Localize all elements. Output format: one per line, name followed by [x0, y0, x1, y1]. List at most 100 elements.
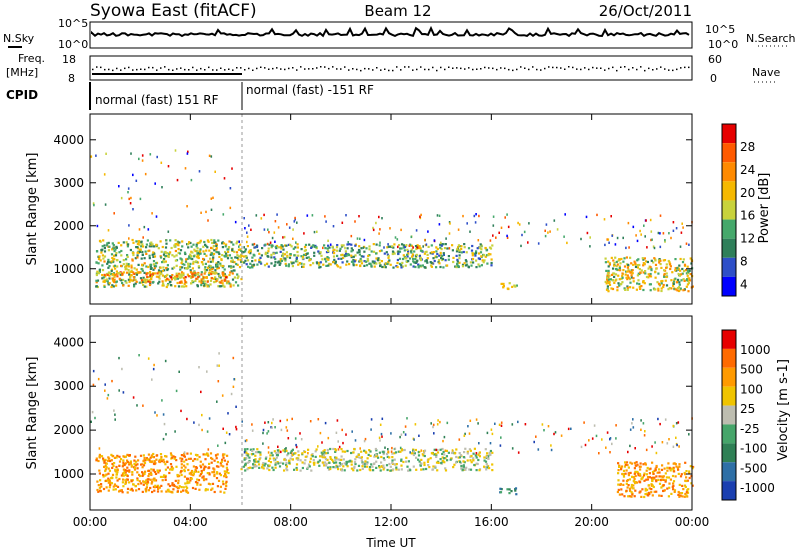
heatmap-cell	[302, 253, 306, 256]
colorbar-swatch	[722, 238, 736, 258]
heatmap-cell	[404, 264, 407, 267]
heatmap-cell	[689, 273, 692, 276]
heatmap-cell	[657, 282, 661, 285]
heatmap-cell	[341, 253, 344, 256]
heatmap-cell	[491, 244, 494, 247]
nave-dot	[336, 68, 338, 70]
heatmap-cell	[473, 214, 476, 218]
heatmap-cell	[217, 465, 220, 468]
heatmap-cell	[112, 273, 115, 276]
heatmap-cell	[298, 262, 301, 265]
heatmap-cell	[161, 274, 164, 277]
heatmap-cell	[143, 285, 146, 288]
heatmap-cell	[268, 464, 271, 467]
heatmap-cell	[118, 455, 121, 458]
heatmap-cell	[432, 465, 435, 468]
heatmap-cell	[687, 290, 690, 293]
heatmap-cell	[669, 263, 672, 266]
heatmap-cell	[159, 475, 163, 478]
heatmap-cell	[166, 254, 169, 258]
heatmap-cell	[133, 285, 136, 288]
heatmap-cell	[189, 479, 192, 482]
heatmap-cell	[141, 269, 144, 272]
heatmap-cell	[252, 448, 255, 451]
heatmap-cell	[170, 465, 173, 468]
nave-dot	[584, 67, 586, 69]
heatmap-cell	[187, 264, 190, 267]
heatmap-cell	[258, 252, 261, 255]
nave-dot	[136, 68, 138, 71]
heatmap-cell	[422, 454, 425, 457]
heatmap-cell	[155, 262, 158, 265]
heatmap-cell	[194, 470, 197, 473]
heatmap-cell	[677, 278, 680, 281]
heatmap-cell	[208, 264, 211, 267]
heatmap-cell	[245, 439, 248, 442]
heatmap-cell	[248, 224, 250, 227]
heatmap-cell	[665, 284, 669, 287]
heatmap-cell	[368, 466, 372, 469]
heatmap-cell	[630, 462, 633, 465]
heatmap-cell	[138, 228, 141, 231]
heatmap-cell	[367, 453, 370, 456]
nave-dot	[684, 66, 686, 69]
nave-dot	[668, 69, 670, 71]
heatmap-cell	[98, 472, 101, 475]
heatmap-cell	[140, 279, 144, 282]
heatmap-cell	[243, 458, 246, 461]
heatmap-cell	[174, 277, 177, 280]
heatmap-cell	[267, 265, 270, 268]
heatmap-cell	[368, 248, 371, 251]
heatmap-cell	[234, 281, 238, 284]
heatmap-cell	[137, 263, 140, 266]
nave-dot	[508, 68, 510, 71]
heatmap-cell	[417, 247, 420, 250]
heatmap-cell	[241, 261, 244, 264]
heatmap-cell	[273, 256, 276, 259]
heatmap-cell	[177, 285, 181, 288]
heatmap-cell	[198, 488, 201, 491]
heatmap-cell	[237, 258, 240, 261]
heatmap-cell	[634, 265, 638, 268]
heatmap-cell	[645, 219, 647, 222]
heatmap-cell	[158, 274, 161, 277]
heatmap-cell	[616, 490, 619, 494]
heatmap-cell	[99, 489, 102, 492]
heatmap-cell	[618, 278, 621, 281]
heatmap-cell	[165, 490, 168, 493]
heatmap-cell	[253, 242, 256, 246]
heatmap-cell	[166, 460, 169, 463]
heatmap-cell	[148, 249, 151, 252]
heatmap-cell	[690, 262, 693, 265]
heatmap-cell	[419, 264, 422, 267]
heatmap-cell	[332, 447, 335, 451]
heatmap-cell	[145, 479, 148, 482]
heatmap-cell	[216, 461, 219, 464]
heatmap-cell	[634, 447, 636, 450]
heatmap-cell	[637, 472, 640, 475]
nave-dot	[608, 67, 610, 70]
heatmap-cell	[219, 264, 222, 267]
heatmap-cell	[257, 463, 261, 466]
x-tick-label: 00:00	[73, 515, 108, 529]
heatmap-cell	[146, 483, 149, 486]
heatmap-cell	[210, 272, 213, 276]
heatmap-cell	[160, 161, 163, 164]
heatmap-cell	[321, 258, 324, 261]
heatmap-cell	[632, 225, 635, 229]
heatmap-cell	[162, 458, 165, 461]
heatmap-cell	[390, 450, 393, 453]
heatmap-cell	[611, 279, 614, 282]
heatmap-cell	[400, 448, 403, 451]
heatmap-cell	[319, 431, 322, 435]
heatmap-cell	[285, 447, 287, 450]
heatmap-cell	[174, 430, 176, 433]
heatmap-cell	[400, 247, 403, 250]
heatmap-cell	[143, 472, 146, 475]
heatmap-cell	[126, 474, 129, 478]
nave-dot	[436, 69, 438, 72]
nave-dot	[356, 68, 358, 71]
heatmap-cell	[423, 463, 426, 467]
cpid-panel: CPID normal (fast) 151 RF normal (fast) …	[6, 82, 374, 110]
heatmap-cell	[644, 489, 647, 492]
